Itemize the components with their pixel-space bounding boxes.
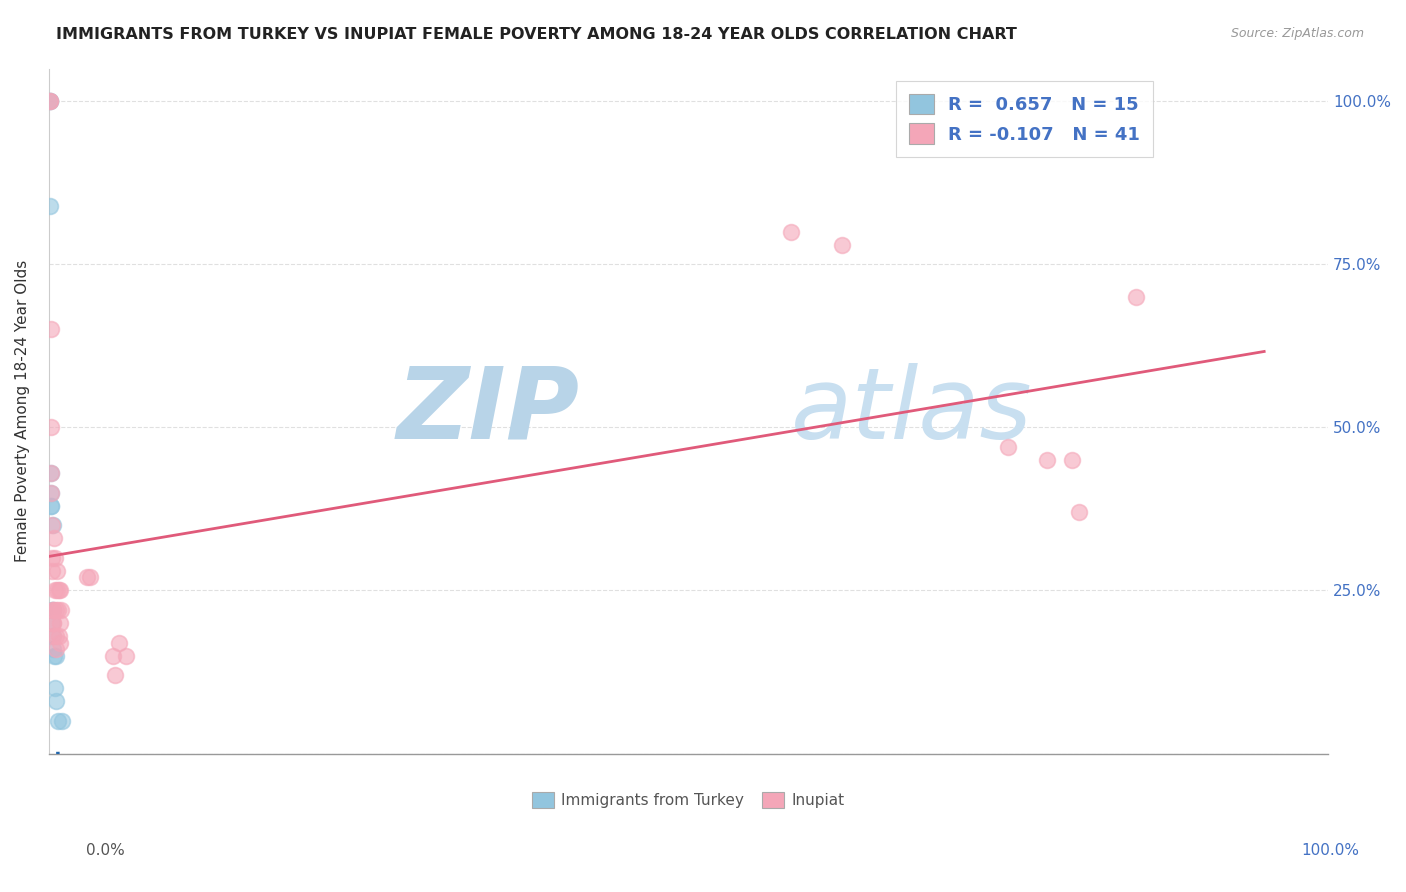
Point [41,629,63,643]
Point [39,499,62,513]
Point [779,225,801,239]
Point [108,635,131,649]
Point [49,635,72,649]
Point [45,629,67,643]
Point [46,603,69,617]
Point [41,603,63,617]
Point [39,420,62,434]
Point [39,94,62,108]
Point [42,603,65,617]
Point [49,583,72,598]
Point [42,615,65,630]
Point [41,518,63,533]
Point [45,694,67,708]
Point [831,237,853,252]
Point [48,583,70,598]
Point [46,564,69,578]
Legend: Immigrants from Turkey, Inupiat: Immigrants from Turkey, Inupiat [526,786,851,814]
Text: 100.0%: 100.0% [1301,843,1360,858]
Point [1125,290,1147,304]
Point [39,485,62,500]
Point [44,583,66,598]
Text: atlas: atlas [790,362,1032,459]
Point [1035,453,1057,467]
Point [39,466,62,480]
Point [41,615,63,630]
Point [39,485,62,500]
Point [41,615,63,630]
Point [42,629,65,643]
Point [1067,505,1090,519]
Point [41,550,63,565]
Point [39,322,62,336]
Point [104,668,127,682]
Point [79,570,101,584]
Point [39,466,62,480]
Point [48,629,70,643]
Point [48,615,70,630]
Point [1062,453,1084,467]
Point [44,681,66,696]
Point [997,440,1019,454]
Point [45,603,67,617]
Point [76,570,98,584]
Point [49,603,72,617]
Point [51,714,73,728]
Text: 0.0%: 0.0% [86,843,125,858]
Point [114,648,136,663]
Point [38,94,60,108]
Point [41,564,63,578]
Text: ZIP: ZIP [396,362,579,459]
Point [39,94,62,108]
Text: Source: ZipAtlas.com: Source: ZipAtlas.com [1230,27,1364,40]
Point [42,648,65,663]
Point [38,94,60,108]
Point [41,603,63,617]
Point [45,648,67,663]
Point [41,603,63,617]
Point [101,648,124,663]
Point [39,198,62,212]
Text: IMMIGRANTS FROM TURKEY VS INUPIAT FEMALE POVERTY AMONG 18-24 YEAR OLDS CORRELATI: IMMIGRANTS FROM TURKEY VS INUPIAT FEMALE… [56,27,1017,42]
Point [45,642,67,657]
Point [39,499,62,513]
Point [46,583,69,598]
Point [42,642,65,657]
Point [46,714,69,728]
Point [41,518,63,533]
Point [44,550,66,565]
Point [42,531,65,545]
Y-axis label: Female Poverty Among 18-24 Year Olds: Female Poverty Among 18-24 Year Olds [15,260,30,562]
